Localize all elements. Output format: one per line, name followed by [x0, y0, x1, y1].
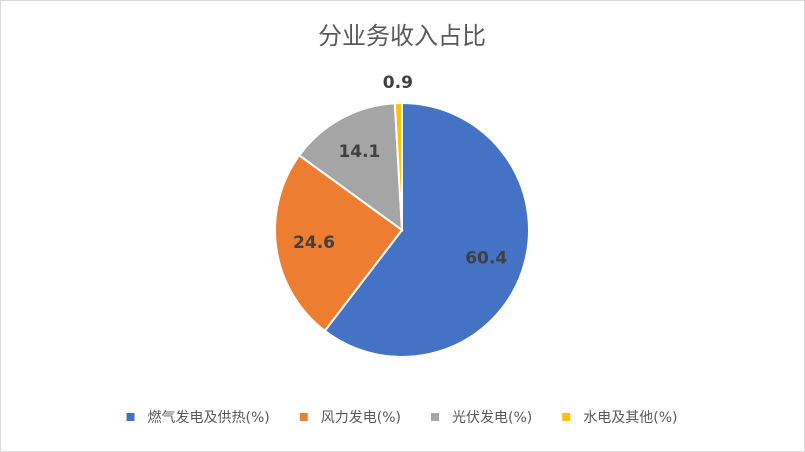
data-label: 60.4: [465, 249, 507, 269]
legend-swatch: [299, 413, 308, 421]
legend-label: 光伏发电(%): [452, 410, 532, 426]
data-label: 14.1: [338, 142, 380, 162]
pie-slice: [297, 102, 404, 233]
legend-label: 风力发电(%): [321, 410, 401, 426]
legend-label: 水电及其他(%): [583, 410, 677, 426]
legend-swatch: [562, 413, 571, 421]
data-label: 0.9: [383, 73, 413, 93]
pie-slice: [323, 101, 530, 358]
pie-slice: [393, 101, 403, 231]
legend-label: 燃气发电及供热(%): [148, 409, 270, 426]
legend-swatch: [126, 413, 135, 421]
chart-title: 分业务收入占比: [318, 22, 486, 50]
legend-swatch: [431, 413, 439, 421]
data-label: 24.6: [293, 233, 335, 253]
pie-slice: [274, 153, 404, 333]
